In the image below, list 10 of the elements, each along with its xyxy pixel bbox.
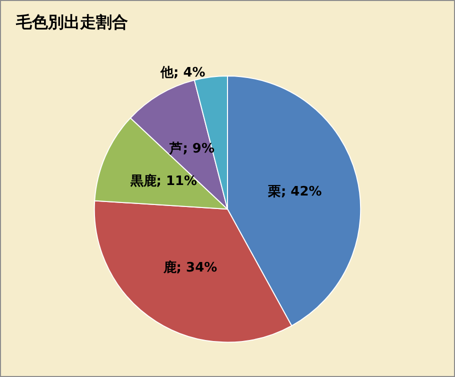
slice-label: 栗 (266, 184, 281, 200)
data-label: ; 4% (174, 66, 206, 81)
slice-label: 鹿 (162, 259, 176, 276)
chart-title: 毛色別出走割合 (15, 12, 128, 32)
data-label: ; 11% (156, 174, 198, 189)
data-label: ; 34% (176, 260, 218, 276)
slice-label: 芦 (168, 142, 183, 157)
slice-label: 黒鹿 (129, 173, 156, 189)
data-label: ; 42% (280, 184, 322, 200)
slice-label: 他 (160, 66, 175, 81)
